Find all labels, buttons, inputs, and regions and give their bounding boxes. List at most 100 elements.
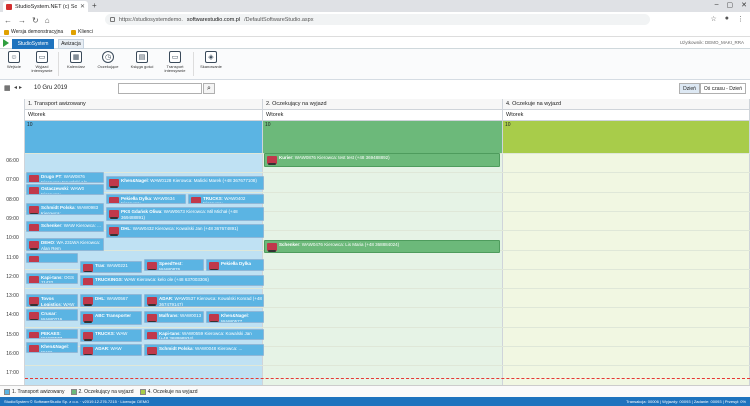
event-card[interactable]: Malfrans: WAW0013 <box>144 311 204 323</box>
tab-studiosystem[interactable]: StudioSystem <box>12 39 54 49</box>
truck-icon <box>83 314 93 324</box>
search-input[interactable] <box>118 83 202 94</box>
event-card[interactable]: DEHO: WA 231WA Kierowca: Alan Rem <box>26 237 104 252</box>
browser-tab[interactable]: StudioSystem.NET (c) Softwa... ✕ <box>3 1 88 12</box>
event-card[interactable]: Schenker: WAW Kierowca: ... <box>26 220 104 233</box>
back-icon[interactable]: ← <box>4 15 12 25</box>
close-tab-icon[interactable]: ✕ <box>79 4 85 10</box>
event-card[interactable]: Khen&Nagel: WAW <box>26 342 78 353</box>
view-timeline-button[interactable]: Oś czasu - Dzień <box>699 83 746 94</box>
ribbon-button-wejscie[interactable]: ☺ Wejście <box>0 51 28 69</box>
ribbon-button-kalendarz[interactable]: ▦ Kalendarz <box>62 51 90 69</box>
calendar-picker-icon[interactable]: ▦ <box>4 85 11 92</box>
event-card[interactable]: DHL: WAW0567 <box>80 293 142 308</box>
hour-label: 17:00 <box>6 370 19 377</box>
time-gutter <box>0 99 25 385</box>
ribbon-button-transport[interactable]: ▭ Transport intensywnie <box>161 51 189 74</box>
ribbon-button-oczekujace[interactable]: ◷ Oczekujące <box>94 51 122 69</box>
event-card[interactable]: Drugo PT: WAW0876 Kierowca: Kowalski Ala <box>26 172 104 183</box>
event-card[interactable]: Pekiełła Dylka <box>206 259 264 271</box>
event-detail: : WAW Kierowca: kelo ole (+48 637003306) <box>121 276 209 282</box>
star-icon[interactable]: ☆ <box>710 16 717 23</box>
event-title: Pekiełła Dylka <box>221 261 252 267</box>
event-title: ADAR <box>159 295 172 301</box>
day-cell-date[interactable]: 10 <box>25 121 263 153</box>
profile-icon[interactable]: ● <box>724 15 729 22</box>
event-card[interactable]: Pekiełła Dylka: WAW0634 Kierowca: ... <box>106 193 186 205</box>
menu-icon[interactable]: ⋮ <box>737 16 744 23</box>
event-card[interactable]: DHL: WAW0432 Kierowca: Kowalski Jan (+48… <box>106 224 264 238</box>
event-card[interactable]: SpeedTest: WAW0876 <box>144 259 204 271</box>
event-card[interactable]: Kapi-tans: WAW0559 Kierowca: Kowalski Ja… <box>144 328 264 341</box>
clock-icon: ◷ <box>102 51 114 63</box>
event-card[interactable]: Crusar: WAW0216 <box>26 309 78 321</box>
hour-label: 15:00 <box>6 331 19 338</box>
event-card[interactable]: ADAR: WAW0537 Kierowca: Kowalski Konrad … <box>144 293 264 308</box>
event-detail: : WAW0876 Kierowca: test test (+48 36948… <box>292 155 390 160</box>
hour-gridline <box>25 307 750 309</box>
event-title: Crusar <box>41 311 56 317</box>
event-detail: : WAW <box>41 344 70 353</box>
truck-icon <box>147 314 157 322</box>
browser-tab-bar: StudioSystem.NET (c) Softwa... ✕ + – ▢ ✕ <box>0 0 750 12</box>
event-card[interactable]: Schmidt Polska: WAW0048 Kierowca: ... <box>144 344 264 356</box>
forward-icon[interactable]: → <box>18 15 26 25</box>
ribbon-button-skanowanie[interactable]: ◈ Skanowanie <box>197 51 225 69</box>
event-card[interactable]: ABC Transporter <box>80 311 142 325</box>
event-card[interactable]: Kapi-tans: OGS 11432 <box>26 272 78 285</box>
address-bar[interactable]: https://studiosystemdemo. softwarestudio.… <box>105 14 650 25</box>
minimize-icon[interactable]: – <box>714 1 719 8</box>
reload-icon[interactable]: ↻ <box>32 15 39 25</box>
ribbon-button-ksiega-gosci[interactable]: ▤ Księga gości <box>128 51 156 69</box>
event-card[interactable]: Tovos Logistics: WAW <box>26 293 78 308</box>
date-nav-arrows[interactable]: ◂▸ <box>14 85 25 91</box>
ribbon-button-wyjazd[interactable]: ▭ Wyjazd intensywnie <box>28 51 56 74</box>
legend-item: 4. Oczekuje na wyjazd <box>139 388 198 395</box>
hour-label: 12:00 <box>6 273 19 280</box>
event-card[interactable]: Tras: WAW0221 <box>80 261 142 273</box>
day-cell-date[interactable]: 10 <box>503 121 750 153</box>
event-title: TRUCKINGS <box>95 276 122 282</box>
event-card[interactable]: Khen&Nagel: WAW0577 <box>206 311 264 323</box>
truck-icon <box>109 179 119 189</box>
search-icon[interactable]: ⌕ <box>203 83 215 94</box>
event-card[interactable]: PEKAES: WAW0577 <box>26 328 78 340</box>
event-card[interactable]: Schenker: WAW0476 Kierowca: Lis Maria (+… <box>264 239 500 254</box>
event-card[interactable]: Kurier: WAW0876 Kierowca: test test (+48… <box>264 153 500 167</box>
event-card[interactable]: TRUCKINGS: WAW Kierowca: kelo ole (+48 6… <box>80 274 264 287</box>
event-card[interactable]: TRUCKS: WAW <box>80 328 142 343</box>
event-card[interactable]: Schmidt Polska: WAW0983 Kierowca: ... <box>26 203 104 215</box>
ribbon-toolbar: ☺ Wejście ▭ Wyjazd intensywnie ▦ Kalenda… <box>0 49 750 80</box>
bookmark-klienci[interactable]: Klienci <box>71 29 93 35</box>
status-left: StudioSystem © SoftwareStudio Sp. z o.o.… <box>4 399 150 404</box>
event-card[interactable]: Khen&Nagel: WAW0128 Kierowca: Malicki Ma… <box>106 176 264 190</box>
event-card[interactable]: Ostaczewski: WAW0 Kierowca: ... <box>26 183 104 196</box>
hour-gridline <box>25 172 750 174</box>
tab-awizacja[interactable]: Awizacja <box>58 39 84 49</box>
new-tab-icon[interactable]: + <box>92 1 97 10</box>
user-info: Użytkownik: DEMO_MAKI_RRA <box>679 40 744 45</box>
event-card[interactable]: ADAR: WAW <box>80 344 142 356</box>
view-day-button[interactable]: Dzień <box>679 83 700 94</box>
event-detail: : WAW0634 Kierowca: ... <box>121 195 175 205</box>
truck-icon <box>83 264 93 272</box>
event-card[interactable] <box>26 253 78 263</box>
event-title: DEHO <box>41 239 55 245</box>
home-icon[interactable]: ⌂ <box>44 15 50 25</box>
truck-icon <box>29 275 39 284</box>
legend-swatch <box>139 388 146 395</box>
event-card[interactable]: TRUCKS: WAW0402 Kierowca: ... <box>188 193 264 205</box>
event-card[interactable]: PKS Gdańsk Oliwa: WAW0673 Kierowca: Mil … <box>106 207 264 221</box>
hour-label: 14:00 <box>6 312 19 319</box>
browser-tab-title: StudioSystem.NET (c) Softwa... <box>15 3 77 10</box>
event-title: Tovos Logistics <box>41 295 61 307</box>
bookmark-demo[interactable]: Wersja demonstracyjna <box>4 29 63 35</box>
event-title: Kapi-tans <box>41 274 62 280</box>
ribbon-label: Kalendarz <box>66 64 85 69</box>
maximize-icon[interactable]: ▢ <box>726 2 734 9</box>
play-icon[interactable] <box>3 39 9 47</box>
day-cell-date[interactable]: 10 <box>263 121 503 153</box>
close-window-icon[interactable]: ✕ <box>741 2 747 9</box>
book-icon: ▤ <box>136 51 148 63</box>
truck-icon: ▭ <box>36 51 48 63</box>
